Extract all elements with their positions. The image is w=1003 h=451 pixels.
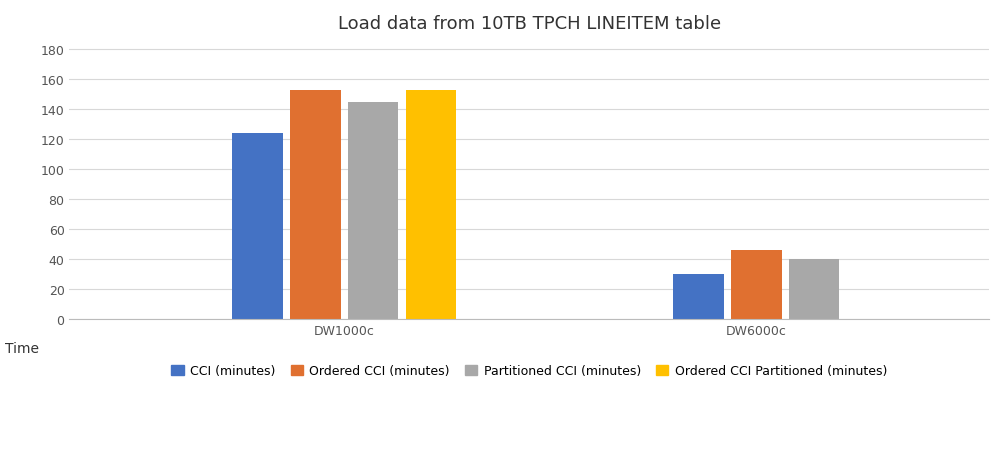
Bar: [405, 91, 455, 319]
Bar: [730, 251, 780, 319]
Bar: [290, 91, 340, 319]
Bar: [673, 275, 723, 319]
Bar: [788, 260, 839, 319]
Title: Load data from 10TB TPCH LINEITEM table: Load data from 10TB TPCH LINEITEM table: [337, 15, 720, 33]
Bar: [348, 102, 398, 319]
Bar: [233, 134, 283, 319]
Text: Time: Time: [5, 341, 39, 355]
Legend: CCI (minutes), Ordered CCI (minutes), Partitioned CCI (minutes), Ordered CCI Par: CCI (minutes), Ordered CCI (minutes), Pa…: [166, 359, 891, 382]
